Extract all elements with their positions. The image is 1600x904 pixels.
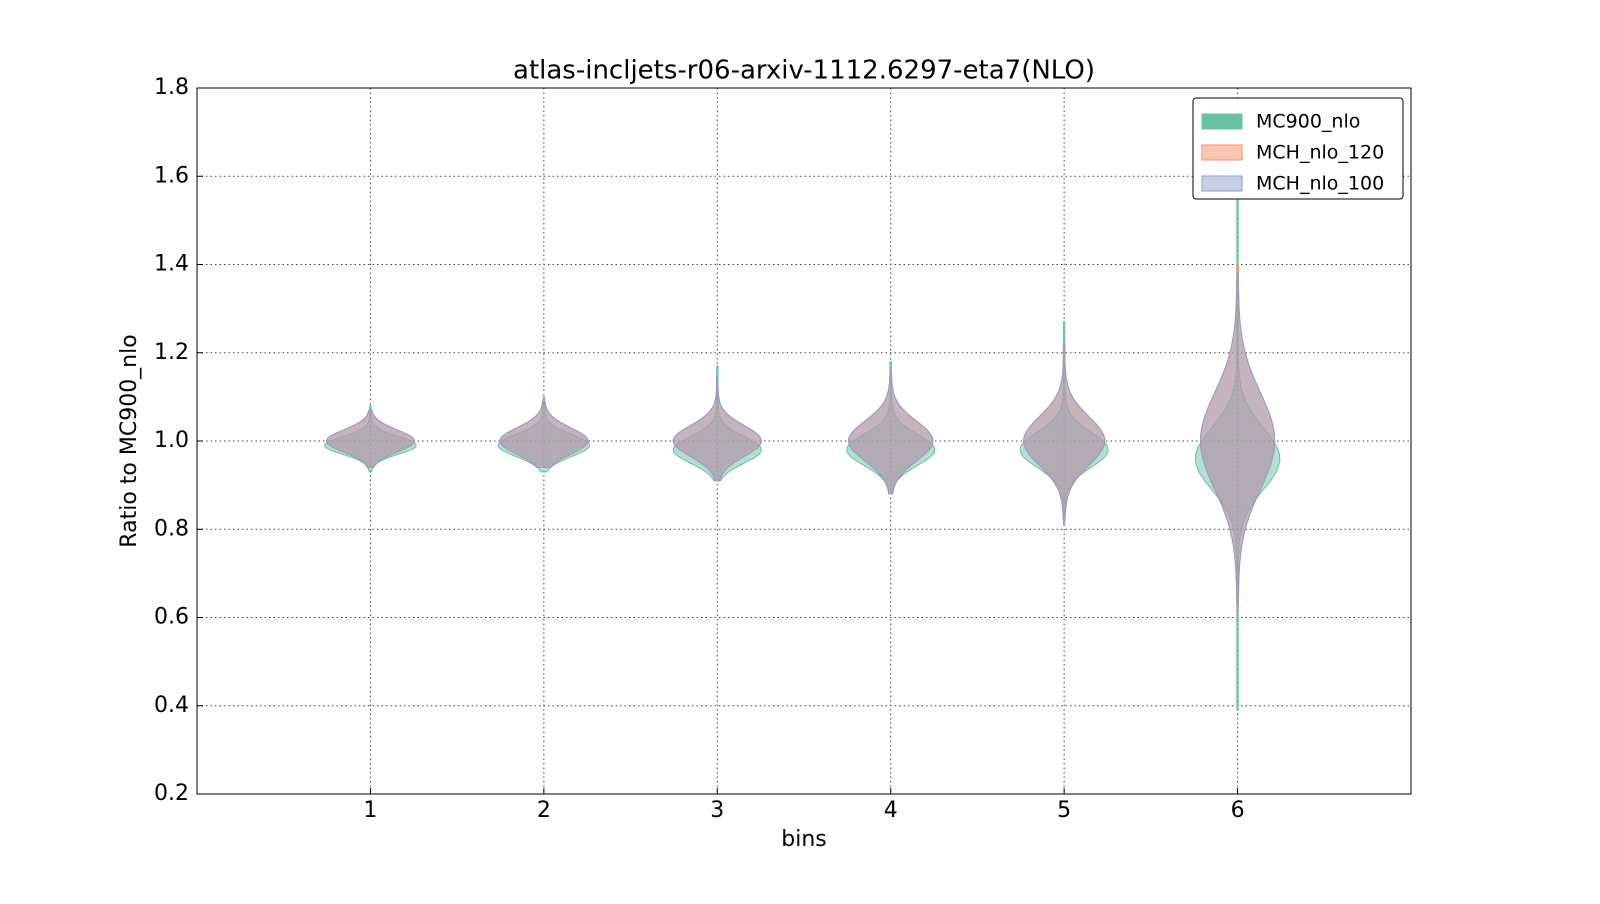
y-tick-label: 0.8 (154, 516, 189, 541)
legend-label: MC900_nlo (1256, 111, 1360, 133)
y-tick-label: 0.6 (154, 605, 189, 630)
y-tick-label: 0.2 (154, 781, 189, 806)
x-tick-label: 4 (884, 798, 898, 823)
y-tick-label: 1.2 (154, 340, 189, 365)
violin (672, 378, 762, 482)
chart-title: atlas-incljets-r06-arxiv-1112.6297-eta7(… (513, 56, 1095, 86)
violin (1023, 343, 1106, 521)
y-axis-label: Ratio to MC900_nlo (117, 334, 142, 547)
y-tick-label: 1.6 (154, 163, 189, 188)
x-tick-label: 3 (710, 798, 724, 823)
x-tick-label: 1 (363, 798, 377, 823)
plot-frame (196, 87, 1412, 795)
y-tick-label: 1.0 (154, 428, 189, 453)
legend-box (1192, 97, 1404, 200)
violin (1200, 272, 1276, 605)
violin (325, 409, 416, 468)
violin (499, 400, 589, 468)
legend-swatch (1201, 175, 1243, 192)
legend: MC900_nlo MCH_nlo_120 MCH_nlo_100 (1192, 97, 1404, 200)
legend-label: MCH_nlo_100 (1256, 173, 1384, 195)
y-tick-label: 1.4 (154, 252, 189, 277)
x-tick-label: 5 (1057, 798, 1071, 823)
y-tick-label: 0.4 (154, 693, 189, 718)
x-tick-label: 2 (537, 798, 551, 823)
y-tick-label: 1.8 (154, 75, 189, 100)
legend-swatch (1201, 144, 1243, 161)
x-axis-label: bins (781, 827, 826, 852)
x-tick-label: 6 (1231, 798, 1245, 823)
legend-swatch (1201, 113, 1243, 130)
legend-label: MCH_nlo_120 (1256, 142, 1384, 164)
violin (847, 369, 934, 495)
